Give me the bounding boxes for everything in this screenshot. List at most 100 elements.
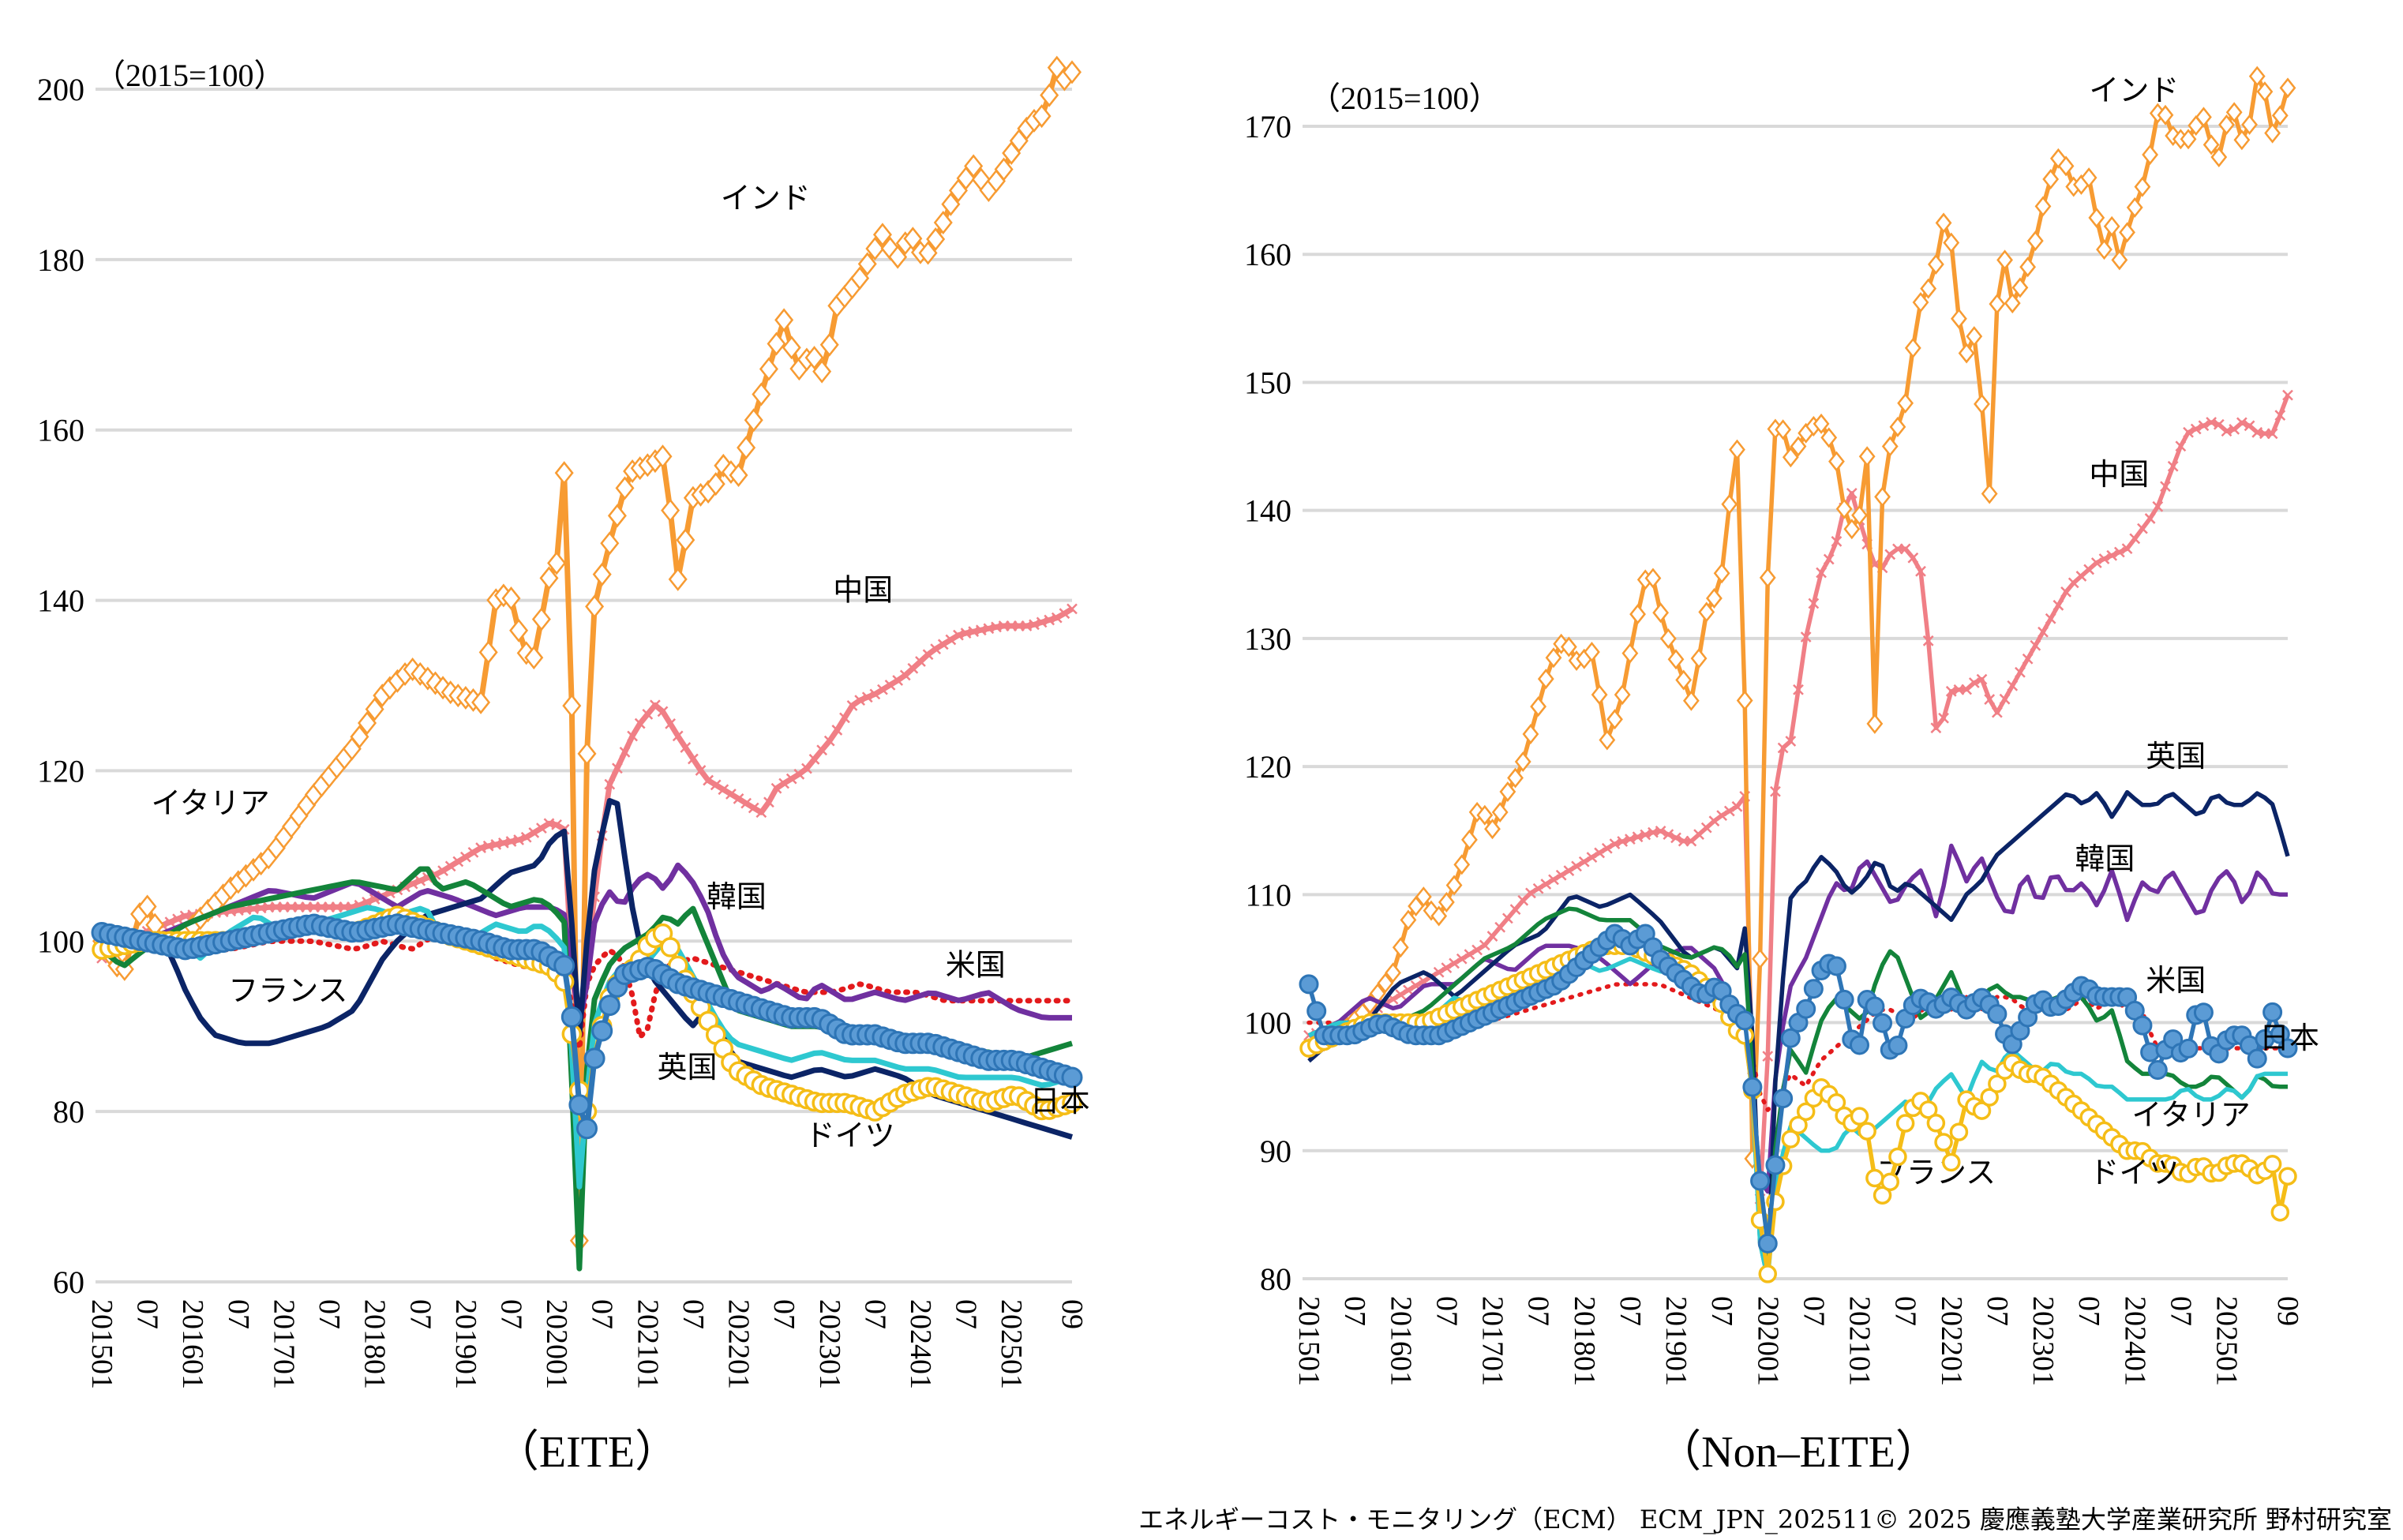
data-point [2190,423,2202,435]
data-point [1984,694,1996,705]
data-point [1499,781,1516,803]
data-point [2119,222,2135,243]
data-point [2264,122,2281,144]
data-point [452,856,464,867]
data-point [2045,613,2056,624]
x-tick-label: 07 [403,1299,437,1329]
data-point [1601,842,1613,854]
series-label: ドイツ [805,1118,895,1152]
data-point [1586,852,1598,863]
data-point [2221,425,2232,437]
data-point [1858,1122,1876,1141]
data-point [808,754,820,765]
data-point [737,436,756,460]
data-point [941,192,961,216]
data-point [1968,677,1980,688]
x-tick-label: 202301 [2026,1296,2060,1386]
data-point [1051,612,1063,624]
data-point [1927,253,1944,275]
data-point [2004,293,2021,314]
data-point [1851,504,1868,526]
data-point [2129,533,2141,545]
data-point [1670,832,1681,844]
data-point [1663,829,1674,840]
data-point [763,796,774,808]
data-point [680,742,692,753]
x-tick-label: 202101 [1843,1296,1876,1386]
data-point [823,735,835,747]
non-eite-panel: 80 90 100 110 120 130 140 150 160 170 （2015=100） 20… [1244,66,2319,1477]
y-tick-label: 80 [53,1094,84,1130]
data-point [1403,984,1414,996]
data-point [703,774,714,786]
x-tick-label: 07 [1797,1296,1830,1326]
data-point [2057,155,2075,177]
y-tick-label: 160 [1244,237,1291,272]
data-point [1032,104,1052,129]
x-tick-label: 202401 [2118,1296,2151,1386]
data-point [2042,169,2060,190]
data-point [1395,989,1407,1000]
data-point [1828,451,1845,472]
data-point [2206,417,2217,428]
data-point [600,531,620,556]
data-point [1996,249,2013,271]
x-tick-label: 07 [494,1299,527,1329]
x-tick-label: 07 [1522,1296,1555,1326]
data-point [1606,709,1623,730]
y-tick-label: 100 [37,924,84,959]
data-point [2277,1038,2298,1059]
data-point [1729,439,1745,460]
data-point [1731,800,1743,812]
data-point [612,763,623,774]
data-point [1796,999,1816,1019]
data-point [1036,616,1048,628]
series-インド [1300,66,2296,1169]
data-point [164,916,176,928]
data-point [1736,690,1753,711]
data-point [592,562,612,586]
data-point [1599,729,1616,751]
x-tick-label: 09 [2271,1296,2304,1326]
data-point [1781,1130,1801,1148]
data-point [2180,129,2197,150]
data-point [1899,543,1911,555]
data-point [1655,825,1666,837]
data-point [1823,553,1835,565]
series-英国 [1307,789,2290,1281]
data-point [2030,639,2041,651]
data-point [1716,810,1728,822]
data-point [1062,1092,1082,1114]
data-point [1449,957,1460,969]
data-point [1675,669,1693,691]
x-tick-label: 202001 [1751,1296,1784,1386]
data-point [2262,1155,2282,1174]
data-point [1540,879,1552,890]
data-point [1708,815,1720,827]
data-point [1889,416,1906,437]
data-point [774,308,794,332]
data-point [2113,546,2125,558]
data-point [554,461,574,485]
data-point [676,528,695,553]
x-tick-label: 201801 [1568,1296,1601,1386]
data-point [619,746,631,758]
data-point [501,586,521,611]
y-tick-label: 200 [37,72,84,107]
data-point [1750,1171,1771,1191]
data-point [1938,712,1949,724]
data-point [1061,1066,1083,1088]
series-英国 [100,798,1074,1140]
data-point [1461,829,1478,850]
data-point [1843,519,1861,540]
data-point [1759,567,1776,588]
y-tick-label: 110 [1245,877,1291,912]
data-point [865,237,885,261]
data-point [1306,1001,1327,1021]
data-point [437,865,448,877]
data-point [576,1118,598,1140]
data-point [1904,337,1921,358]
y-tick-label: 170 [1244,109,1291,144]
series-line [1308,394,2290,1201]
data-point [1385,962,1401,984]
